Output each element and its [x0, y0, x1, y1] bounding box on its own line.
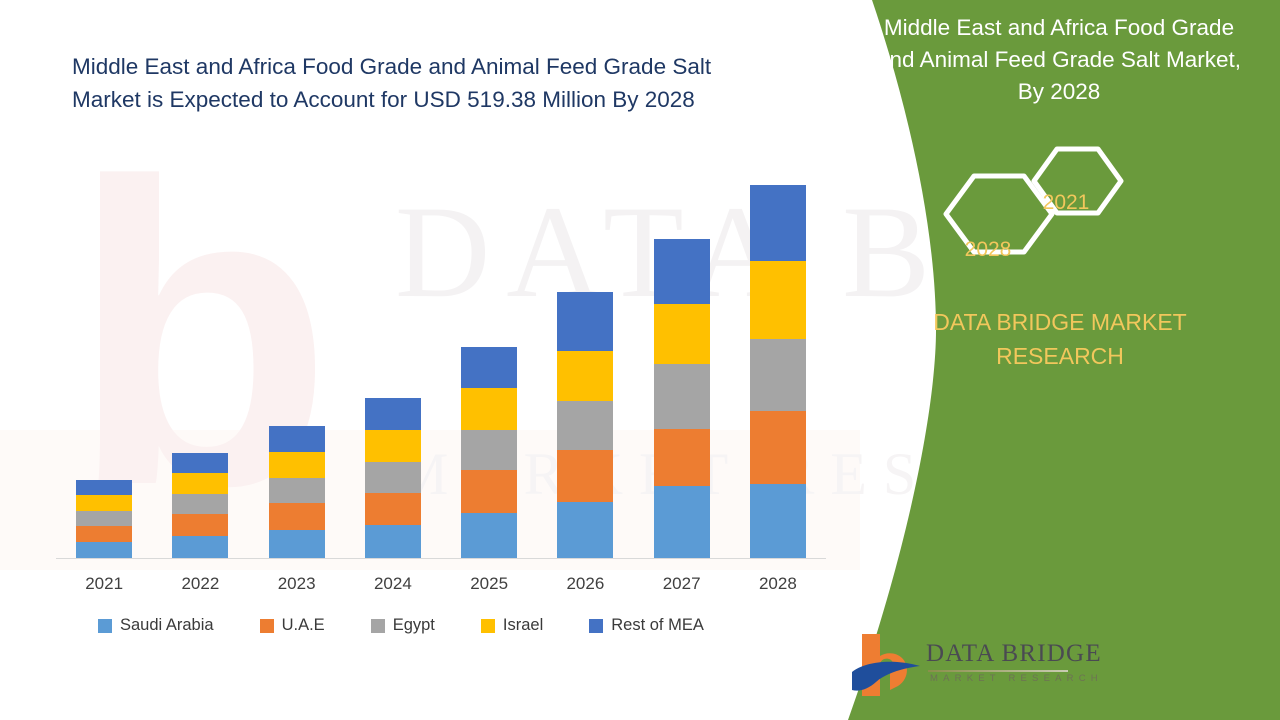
bar-segment-israel-2026 [557, 351, 614, 401]
hexagon-pair: 2021 2028 [928, 118, 1148, 288]
bar-segment-u-a-e-2025 [461, 470, 518, 513]
bar-segment-saudi-arabia-2028 [749, 484, 806, 559]
chart-section: Middle East and Africa Food Grade and An… [56, 54, 826, 593]
bar-segment-egypt-2024 [364, 462, 421, 493]
bar-stack [653, 239, 710, 559]
bar-segment-saudi-arabia-2026 [557, 502, 614, 559]
bar-segment-israel-2028 [749, 261, 806, 339]
bar-segment-israel-2025 [461, 388, 518, 430]
green-panel-shape [848, 0, 1280, 720]
legend-item-israel[interactable]: Israel [480, 616, 544, 635]
hexagon-2028-label: 2028 [964, 238, 1012, 261]
legend-item-u-a-e[interactable]: U.A.E [259, 616, 325, 635]
bar-segment-rest-of-mea-2021 [76, 480, 133, 495]
bar-segment-saudi-arabia-2023 [268, 530, 325, 559]
bar-stack [76, 480, 133, 559]
bar-segment-egypt-2023 [268, 478, 325, 503]
bar-segment-israel-2024 [364, 430, 421, 462]
watermark-tint [0, 430, 860, 570]
bar-segment-saudi-arabia-2022 [172, 536, 229, 559]
legend-swatch-icon [370, 618, 385, 633]
page-title: Middle East and Africa Food Grade and An… [72, 54, 712, 112]
legend-swatch-icon [480, 618, 495, 633]
legend-item-egypt[interactable]: Egypt [370, 616, 435, 635]
bar-segment-rest-of-mea-2026 [557, 292, 614, 351]
bar-stack [268, 426, 325, 559]
x-axis-line [56, 558, 826, 559]
bar-segment-egypt-2028 [749, 339, 806, 411]
x-axis-label-2028: 2028 [758, 574, 797, 593]
bar-segment-rest-of-mea-2025 [461, 347, 518, 388]
bar-segment-saudi-arabia-2024 [364, 525, 421, 559]
legend-label: Egypt [392, 616, 435, 634]
bar-segment-egypt-2022 [172, 494, 229, 514]
hexagon-2028-shape [943, 173, 1055, 255]
bar-segment-israel-2021 [76, 495, 133, 511]
logo-mark-icon [852, 634, 920, 696]
bar-segment-u-a-e-2026 [557, 450, 614, 502]
bar-segment-rest-of-mea-2028 [749, 185, 806, 261]
legend-label: Israel [502, 616, 544, 634]
x-axis-label-2021: 2021 [85, 574, 124, 593]
bar-segment-egypt-2025 [461, 430, 518, 470]
legend-item-rest-of-mea[interactable]: Rest of MEA [589, 616, 704, 635]
legend-label: U.A.E [281, 616, 325, 634]
bar-stack [172, 453, 229, 559]
logo-tagline: MARKET RESEARCH [930, 673, 1103, 684]
legend-swatch-icon [589, 618, 604, 633]
brand-name: DATA BRIDGE MARKET RESEARCH [933, 309, 1187, 369]
bar-segment-israel-2027 [653, 304, 710, 364]
bar-chart-plot [56, 160, 826, 559]
legend-swatch-icon [259, 618, 274, 633]
x-axis-label-2024: 2024 [373, 574, 412, 593]
bar-segment-u-a-e-2022 [172, 514, 229, 536]
panel-heading: Middle East and Africa Food Grade and An… [877, 15, 1241, 104]
bar-segment-rest-of-mea-2024 [364, 398, 421, 430]
logo-company-name: DATA BRIDGE [926, 640, 1102, 667]
x-axis-label-2026: 2026 [566, 574, 605, 593]
hexagon-graphics [943, 146, 1124, 255]
x-axis-label-2027: 2027 [662, 574, 701, 593]
bar-stack [364, 398, 421, 559]
x-axis-label-2023: 2023 [277, 574, 316, 593]
bar-segment-u-a-e-2027 [653, 429, 710, 486]
logo-mark-blue-swoosh [852, 661, 920, 691]
bar-segment-saudi-arabia-2027 [653, 486, 710, 559]
brand-panel: Middle East and Africa Food Grade and An… [840, 0, 1280, 720]
legend-swatch-icon [98, 618, 112, 633]
bar-segment-rest-of-mea-2022 [172, 453, 229, 473]
hexagon-2021-shape [1031, 146, 1124, 216]
x-axis-label-2022: 2022 [181, 574, 220, 593]
bar-segment-saudi-arabia-2025 [461, 513, 518, 559]
bar-segment-rest-of-mea-2027 [653, 239, 710, 304]
hexagon-2021-label: 2021 [1042, 191, 1090, 214]
bar-segment-israel-2023 [268, 452, 325, 478]
bar-segment-u-a-e-2023 [268, 503, 325, 530]
bar-segment-rest-of-mea-2023 [268, 426, 325, 452]
bar-stack [557, 292, 614, 559]
x-axis-label-2025: 2025 [470, 574, 509, 593]
legend-label: Saudi Arabia [120, 616, 214, 634]
bar-segment-u-a-e-2024 [364, 493, 421, 525]
bar-segment-u-a-e-2021 [76, 526, 133, 542]
chart-legend: Saudi Arabia U.A.E Egypt Israel Rest of MEA [98, 616, 750, 635]
bar-stack [461, 347, 518, 559]
bar-segment-egypt-2027 [653, 364, 710, 429]
logo-divider [928, 670, 1068, 672]
bar-stack [749, 185, 806, 559]
bar-segment-u-a-e-2028 [749, 411, 806, 484]
bar-segment-saudi-arabia-2021 [76, 542, 133, 559]
bar-segment-egypt-2026 [557, 401, 614, 450]
company-logo: DATA BRIDGE MARKET RESEARCH [850, 632, 1101, 704]
bar-segment-egypt-2021 [76, 511, 133, 526]
bar-segment-israel-2022 [172, 473, 229, 494]
legend-label: Rest of MEA [611, 616, 704, 634]
legend-item-saudi-arabia[interactable]: Saudi Arabia [98, 616, 214, 635]
